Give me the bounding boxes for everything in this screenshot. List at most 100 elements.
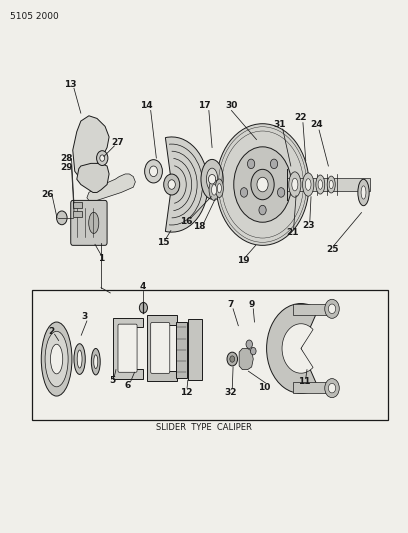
Circle shape [277,188,285,197]
Text: 2: 2 [48,327,55,335]
Text: 5: 5 [109,376,115,385]
Text: 18: 18 [193,222,205,231]
Circle shape [328,304,336,313]
Text: 13: 13 [64,79,77,88]
Ellipse shape [89,212,99,233]
Ellipse shape [212,184,217,195]
Circle shape [164,174,180,195]
Ellipse shape [318,180,323,189]
Ellipse shape [201,159,223,199]
Circle shape [246,340,253,349]
Text: 1: 1 [98,254,104,263]
Circle shape [140,302,147,313]
Wedge shape [282,324,313,373]
Text: 30: 30 [225,101,237,110]
Circle shape [325,300,339,318]
Circle shape [234,147,291,222]
Text: 27: 27 [111,138,124,147]
FancyBboxPatch shape [118,324,137,372]
Polygon shape [77,164,109,192]
Ellipse shape [303,173,314,196]
Circle shape [227,352,237,366]
Ellipse shape [77,350,82,368]
Text: 25: 25 [326,245,339,254]
Text: 22: 22 [294,113,306,122]
Text: 31: 31 [274,120,286,130]
FancyBboxPatch shape [71,200,107,245]
Text: 32: 32 [224,388,237,397]
Ellipse shape [292,178,298,191]
Wedge shape [266,303,318,393]
Circle shape [251,348,256,355]
Text: 12: 12 [180,388,192,397]
Circle shape [248,159,255,168]
Ellipse shape [327,176,335,193]
Polygon shape [87,174,135,200]
FancyBboxPatch shape [151,322,170,373]
Text: SLIDER  TYPE  CALIPER: SLIDER TYPE CALIPER [156,423,252,432]
Circle shape [271,159,278,168]
Ellipse shape [289,172,301,197]
Ellipse shape [45,332,68,387]
Ellipse shape [316,175,325,194]
Ellipse shape [358,179,369,206]
Ellipse shape [91,349,100,375]
Circle shape [251,169,274,200]
Text: 15: 15 [157,238,169,247]
Circle shape [259,205,266,215]
Polygon shape [293,303,335,315]
FancyBboxPatch shape [73,211,82,217]
Text: 16: 16 [180,217,192,226]
Text: 17: 17 [199,101,211,110]
Text: 10: 10 [257,383,270,392]
Ellipse shape [41,322,72,396]
FancyBboxPatch shape [176,322,187,377]
Ellipse shape [209,179,219,200]
Text: 4: 4 [140,282,146,291]
Circle shape [97,151,108,165]
Circle shape [168,180,175,189]
Circle shape [208,174,216,184]
Ellipse shape [206,168,218,190]
Circle shape [328,383,336,393]
Circle shape [100,155,105,161]
Text: 7: 7 [227,300,233,309]
Circle shape [325,378,339,398]
Circle shape [145,160,162,183]
Circle shape [149,166,157,176]
Text: 5105 2000: 5105 2000 [10,12,59,21]
Circle shape [257,177,268,192]
FancyBboxPatch shape [32,290,388,420]
Polygon shape [146,315,177,381]
Polygon shape [113,318,144,378]
Text: 23: 23 [302,221,315,230]
Text: 26: 26 [41,190,53,199]
Text: 24: 24 [310,120,323,130]
Ellipse shape [51,344,63,374]
Wedge shape [165,137,208,232]
Polygon shape [293,382,335,393]
Text: 28: 28 [60,154,73,163]
Polygon shape [287,178,370,191]
Ellipse shape [74,344,85,374]
Circle shape [230,356,235,362]
Ellipse shape [361,186,366,199]
Text: 14: 14 [140,101,153,110]
Text: 11: 11 [298,377,310,386]
Polygon shape [73,116,109,176]
Ellipse shape [94,355,98,368]
Circle shape [57,211,67,225]
Text: 29: 29 [60,163,73,172]
Text: 6: 6 [125,381,131,390]
FancyBboxPatch shape [188,319,202,380]
Ellipse shape [305,179,311,190]
Circle shape [216,124,309,245]
Ellipse shape [329,180,333,189]
Text: 19: 19 [237,256,250,265]
Circle shape [240,188,248,197]
Ellipse shape [217,183,222,193]
Text: 9: 9 [248,300,255,309]
Text: 21: 21 [286,228,298,237]
Text: 3: 3 [82,312,88,321]
Ellipse shape [215,179,224,198]
